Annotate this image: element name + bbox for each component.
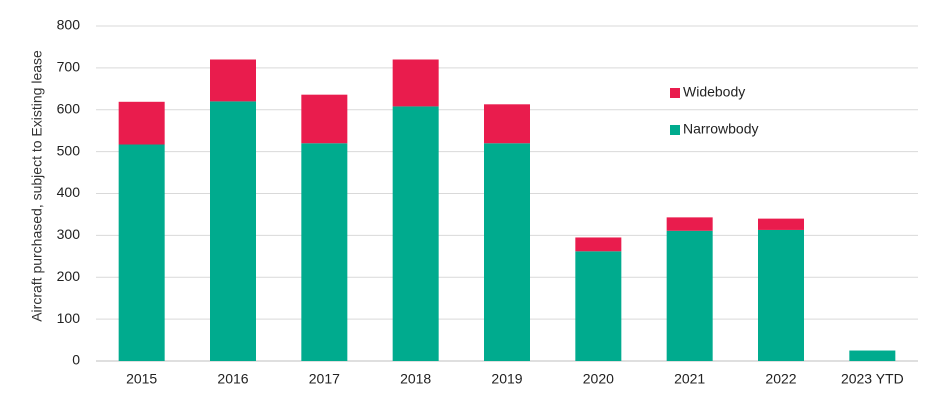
x-tick-label: 2022 xyxy=(765,371,796,387)
bar-widebody-2021 xyxy=(666,217,713,231)
x-tick-label: 2021 xyxy=(674,371,705,387)
x-tick-label: 2017 xyxy=(309,371,340,387)
y-axis-title: Aircraft purchased, subject to Existing … xyxy=(29,50,45,322)
bar-narrowbody-2017 xyxy=(301,143,348,361)
legend-swatch-widebody xyxy=(670,88,680,98)
y-tick-label: 500 xyxy=(57,142,81,158)
legend-label-narrowbody: Narrowbody xyxy=(683,121,758,137)
y-tick-label: 400 xyxy=(57,184,81,200)
x-tick-label: 2018 xyxy=(400,371,431,387)
bar-narrowbody-2016 xyxy=(210,101,256,361)
x-tick-label: 2019 xyxy=(491,371,522,387)
bar-narrowbody-2023-ytd xyxy=(849,350,896,361)
bar-narrowbody-2019 xyxy=(484,143,530,361)
y-tick-label: 0 xyxy=(72,352,80,368)
bars xyxy=(118,59,896,362)
y-tick-label: 600 xyxy=(57,100,81,116)
y-tick-label: 100 xyxy=(57,310,81,326)
x-tick-label: 2015 xyxy=(126,371,157,387)
bar-narrowbody-2022 xyxy=(758,229,804,361)
x-tick-label: 2020 xyxy=(583,371,614,387)
y-tick-label: 700 xyxy=(57,59,81,75)
bar-widebody-2019 xyxy=(484,104,530,144)
legend: Widebody Narrowbody xyxy=(670,84,758,137)
x-tick-label: 2016 xyxy=(217,371,248,387)
bar-narrowbody-2015 xyxy=(118,144,165,361)
legend-swatch-narrowbody xyxy=(670,125,680,135)
bar-narrowbody-2018 xyxy=(392,106,439,362)
x-axis-tick-labels: 2015 2016 2017 2018 2019 2020 2021 2022 2023 YTD xyxy=(126,371,904,387)
legend-label-widebody: Widebody xyxy=(683,84,745,100)
bar-widebody-2017 xyxy=(301,94,348,144)
y-tick-label: 300 xyxy=(57,226,81,242)
x-tick-label: 2023 YTD xyxy=(841,371,904,387)
bar-widebody-2015 xyxy=(118,101,165,145)
y-axis-tick-labels: 0 100 200 300 400 500 600 700 800 xyxy=(57,17,81,368)
legend-item-narrowbody: Narrowbody xyxy=(670,121,758,137)
legend-item-widebody: Widebody xyxy=(670,84,745,100)
bar-widebody-2018 xyxy=(392,59,439,107)
bar-widebody-2022 xyxy=(758,218,804,230)
bar-narrowbody-2020 xyxy=(575,251,622,361)
bar-widebody-2020 xyxy=(575,237,622,252)
y-tick-label: 200 xyxy=(57,268,81,284)
bar-narrowbody-2021 xyxy=(666,230,713,361)
y-tick-label: 800 xyxy=(57,17,81,33)
bar-widebody-2016 xyxy=(210,59,256,102)
